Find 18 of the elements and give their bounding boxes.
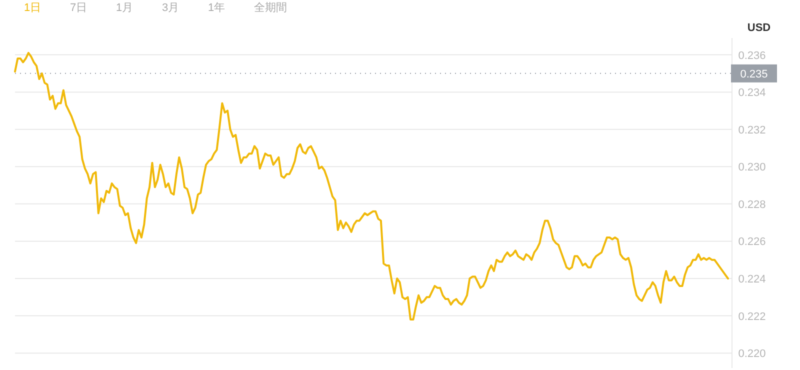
text: 1月	[116, 2, 134, 14]
text: 1日	[24, 2, 42, 14]
text: 1年	[208, 2, 226, 14]
y-tick-label: 0.236	[738, 50, 766, 62]
y-axis-title: USD	[747, 22, 771, 34]
text: 3月	[162, 2, 180, 14]
y-tick-label: 0.232	[738, 124, 766, 136]
y-tick-label: 0.234	[738, 87, 766, 100]
y-tick-label: 0.230	[738, 162, 766, 174]
line-series	[14, 52, 729, 321]
text: 全期間	[254, 2, 287, 14]
y-tick-label: 0.226	[738, 236, 766, 248]
ref-line-label: 0.235	[740, 68, 768, 80]
y-tick-label: 0.228	[738, 198, 766, 211]
y-tick-label: 0.224	[738, 274, 766, 286]
y-tick-label: 0.220	[738, 348, 766, 360]
y-tick-label: 0.222	[738, 310, 766, 323]
text: 7日	[70, 2, 88, 14]
